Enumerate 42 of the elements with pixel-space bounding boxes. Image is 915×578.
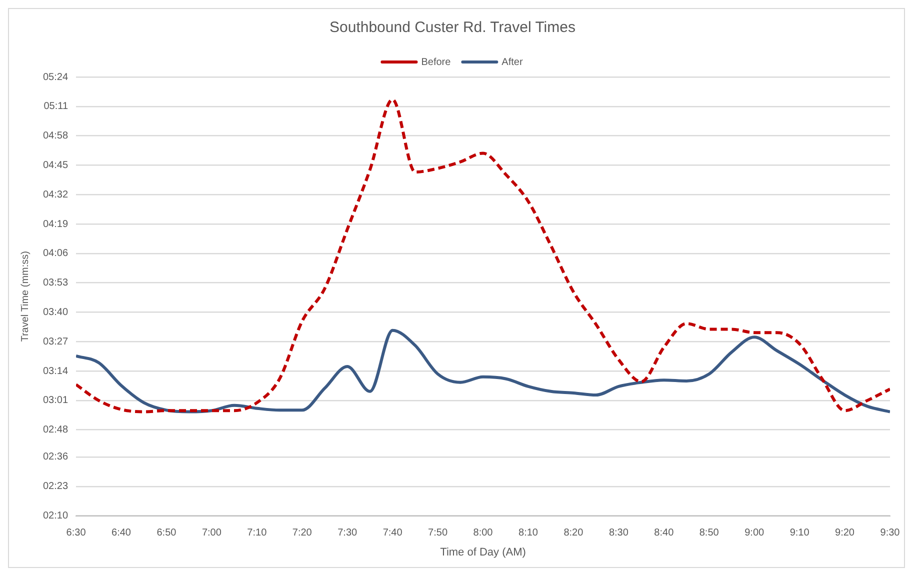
x-tick-label: 9:30 <box>880 528 900 539</box>
line-series <box>76 98 890 414</box>
x-tick-label: 8:30 <box>608 528 629 539</box>
x-tick-label: 8:10 <box>518 528 538 539</box>
x-tick-label: 6:30 <box>66 528 86 539</box>
y-tick-label: 02:23 <box>42 481 68 492</box>
y-tick-label: 05:11 <box>44 101 68 112</box>
x-tick-label: 7:30 <box>338 528 358 539</box>
y-tick-label: 02:10 <box>42 510 68 522</box>
y-tick-label: 05:24 <box>42 72 68 83</box>
x-tick-label: 7:00 <box>202 528 222 539</box>
x-tick-label: 8:00 <box>473 528 494 539</box>
x-tick-label: 9:20 <box>835 528 855 539</box>
x-tick-label: 6:50 <box>156 528 177 539</box>
x-tick-label: 7:20 <box>292 528 312 539</box>
x-tick-label: 8:50 <box>699 528 720 539</box>
x-tick-label: 6:40 <box>112 528 132 539</box>
x-axis-title: Time of Day (AM) <box>440 546 526 558</box>
y-tick-label: 02:36 <box>42 452 68 463</box>
line-series <box>76 328 890 414</box>
x-tick-label: 8:40 <box>654 528 674 539</box>
x-tick-label: 7:10 <box>247 528 268 539</box>
y-tick-label: 03:14 <box>42 366 68 377</box>
y-tick-label: 03:53 <box>42 278 68 289</box>
legend-label: Before <box>421 56 452 68</box>
x-tick-label: 7:40 <box>382 528 403 539</box>
y-tick-label: 04:06 <box>42 248 68 260</box>
y-tick-label: 03:27 <box>42 336 68 348</box>
chart-title: Southbound Custer Rd. Travel Times <box>330 19 576 36</box>
y-tick-label: 04:58 <box>42 130 68 142</box>
y-tick-label: 02:48 <box>42 424 68 436</box>
y-axis-title: Travel Time (mm:ss) <box>20 251 31 342</box>
y-tick-label: 03:01 <box>42 395 68 406</box>
y-tick-label: 04:45 <box>42 160 68 171</box>
y-tick-label: 03:40 <box>42 306 68 318</box>
y-tick-label: 04:32 <box>42 189 68 200</box>
x-tick-label: 8:20 <box>564 528 584 539</box>
y-tick-label: 04:19 <box>42 218 68 230</box>
x-tick-label: 9:00 <box>744 528 765 539</box>
x-tick-label: 9:10 <box>790 528 810 539</box>
x-tick-label: 7:50 <box>428 528 448 539</box>
legend-label: After <box>502 56 524 68</box>
